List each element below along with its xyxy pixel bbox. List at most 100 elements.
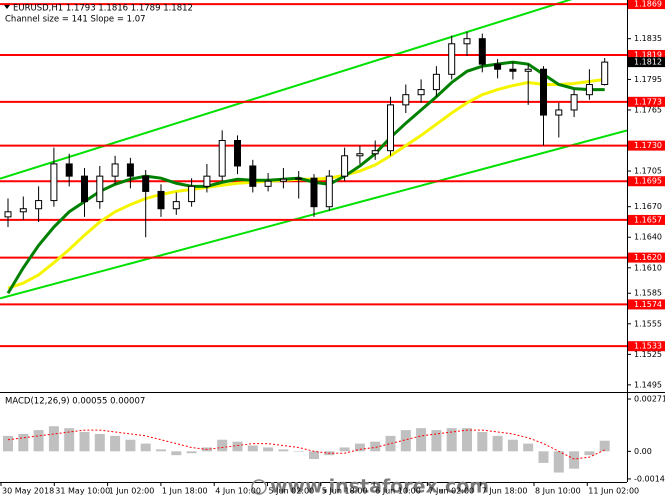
macd-bar [370,441,381,452]
x-tick-label: 30 May 2018 [2,487,54,496]
level-label: 1.1730 [634,141,662,150]
level-label-box [628,252,665,263]
macd-bar [110,435,121,452]
candle-body [172,201,180,210]
level-label: 1.1657 [634,215,662,224]
candle-body [371,150,379,155]
macd-bar [3,435,13,452]
y-tick-label: 1.1495 [634,380,662,389]
candle-body [402,94,410,106]
x-tick-label: 6 Jun 10:00 [375,487,421,496]
x-tick-label: 31 May 10:00 [55,487,110,496]
level-label-box [628,49,665,60]
candle-body [601,61,609,86]
candle-body [279,178,287,182]
level-label-box [628,176,665,187]
y-tick-label: 0.00271 [634,395,665,404]
candle-body [264,180,272,187]
candle-body [432,73,440,91]
y-tick-label: 1.1640 [634,233,662,242]
y-tick-label: -0.00143 [634,474,665,483]
macd-bar [186,451,197,454]
candle-body [417,89,425,96]
candle-body [157,190,165,210]
level-label: 1.1695 [634,177,662,186]
macd-bar [523,443,534,452]
candle-body [325,175,333,208]
candle-body [249,165,257,187]
level-label: 1.1819 [634,50,662,59]
candle-body [35,200,43,210]
macd-bar [416,428,427,452]
candle-body [295,177,303,180]
x-tick-label: 11 Jun 02:00 [588,487,639,496]
level-label-box [628,299,665,310]
x-tick-label: 8 Jun 10:00 [535,487,581,496]
level-label: 1.1773 [634,97,662,106]
candle-body [387,104,394,152]
macd-bar [247,445,258,452]
candle-body [234,140,241,167]
candle-body [356,153,364,157]
macd-bar [125,439,136,452]
macd-bar [431,430,442,452]
macd-bar [553,451,564,473]
candle-body [142,175,150,192]
moving-average [6,60,605,295]
level-label: 1.1533 [634,342,662,351]
macd-bar [156,449,166,452]
x-tick-label: 7 Jun 18:00 [482,487,528,496]
candle-body [81,175,88,203]
macd-bar [569,451,580,469]
candle-body [126,163,134,177]
macd-bar [18,433,29,452]
macd-bar [446,428,457,452]
macd-bar [385,435,396,452]
candle-body [218,140,226,177]
y-tick-label: 1.1835 [634,34,662,43]
symbol-header: EURUSD,H1 1.1793 1.1816 1.1789 1.1812 [13,4,193,14]
candle-body [494,63,502,70]
macd-bar [140,443,151,452]
macd-bar [354,443,365,452]
macd-bar [462,428,472,452]
x-tick-label: 7 Jun 02:00 [428,487,474,496]
candle-body [65,163,73,177]
macd-bar [492,435,503,452]
x-tick-label: 5 Jun 18:00 [322,487,368,496]
candle-body [4,211,12,218]
level-label: 1.1620 [634,253,662,262]
macd-bar [599,440,610,452]
level-label-box [628,341,665,352]
candle-body [555,109,563,116]
macd-bar [48,426,59,452]
current-price-box [628,57,665,68]
candle-body [50,163,58,202]
candle-body [585,84,593,96]
y-tick-label: 0.00 [634,447,652,456]
macd-bar [309,451,319,460]
candle-body [540,68,547,116]
x-tick-label: 1 Jun 02:00 [109,487,155,496]
macd-bar [217,439,228,452]
macd-bar [171,451,182,456]
macd-signal [7,429,605,460]
candle-body [341,155,349,177]
macd-bar [339,447,350,452]
y-tick-label: 1.1795 [634,75,662,84]
level-label-box [628,140,665,151]
level-label-box [628,214,665,225]
candle-body [570,94,578,111]
y-tick-label: 1.1555 [634,319,662,328]
level-label-box [628,96,665,107]
watermark-icon [251,479,267,495]
macd-bar [79,432,90,452]
candle-body [463,38,471,45]
candle-body [478,38,486,65]
candle-body [509,68,517,72]
candle-body [310,177,318,208]
macd-bar [94,433,105,452]
macd-bar [538,451,549,463]
x-tick-label: 4 Jun 10:00 [215,487,261,496]
level-label-box [628,0,665,10]
